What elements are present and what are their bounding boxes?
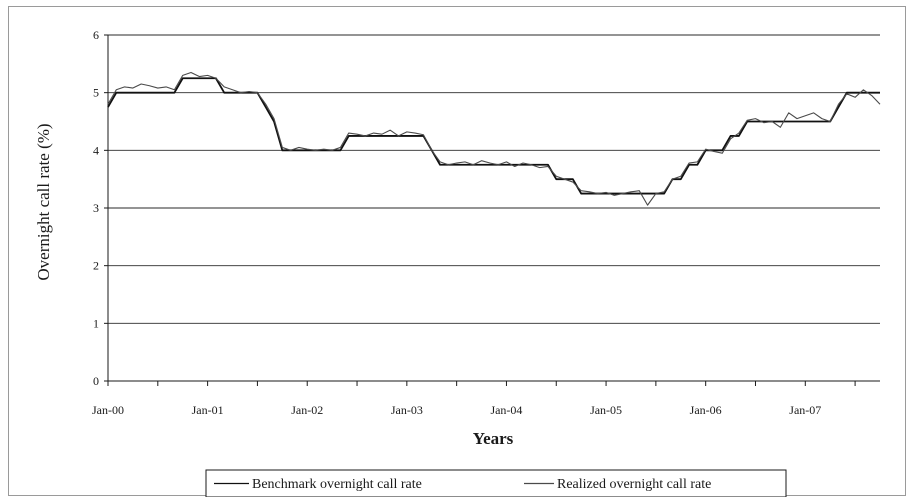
y-tick-label: 2 <box>93 259 99 273</box>
x-tick-label: Jan-02 <box>291 403 323 417</box>
legend-label-benchmark: Benchmark overnight call rate <box>252 477 422 492</box>
x-tick-label: Jan-06 <box>690 403 722 417</box>
series-lines <box>107 71 881 206</box>
y-tick-label: 5 <box>93 86 99 100</box>
axes <box>104 34 880 386</box>
legend-label-realized: Realized overnight call rate <box>557 477 711 492</box>
y-tick-label: 3 <box>93 201 99 215</box>
x-tick-label: Jan-05 <box>590 403 622 417</box>
tick-labels: 0 1 2 3 4 5 6 Jan-00 Jan-01 Jan-02 Jan-03 Jan-04 Jan… <box>92 28 821 417</box>
x-tick-label: Jan-04 <box>490 403 522 417</box>
realized-series-line <box>107 71 881 206</box>
benchmark-series-line <box>107 77 880 195</box>
legend-box <box>205 469 787 497</box>
legend: Benchmark overnight call rate Realized o… <box>205 469 787 497</box>
x-tick-label: Jan-03 <box>391 403 423 417</box>
x-tick-label: Jan-01 <box>192 403 224 417</box>
x-tick-label: Jan-07 <box>789 403 821 417</box>
line-chart: 0 1 2 3 4 5 6 Jan-00 Jan-01 Jan-02 Jan-03 Jan-04 Jan… <box>34 28 881 497</box>
chart-frame: 0 1 2 3 4 5 6 Jan-00 Jan-01 Jan-02 Jan-03 Jan-04 Jan… <box>8 6 906 497</box>
y-tick-label: 6 <box>93 28 99 42</box>
x-axis-title: Years <box>473 429 514 448</box>
gridlines <box>108 34 880 324</box>
y-axis-title: Overnight call rate (%) <box>34 123 53 280</box>
x-tick-label: Jan-00 <box>92 403 124 417</box>
y-tick-label: 4 <box>93 143 99 157</box>
y-tick-label: 1 <box>93 316 99 330</box>
y-tick-label: 0 <box>93 374 99 388</box>
